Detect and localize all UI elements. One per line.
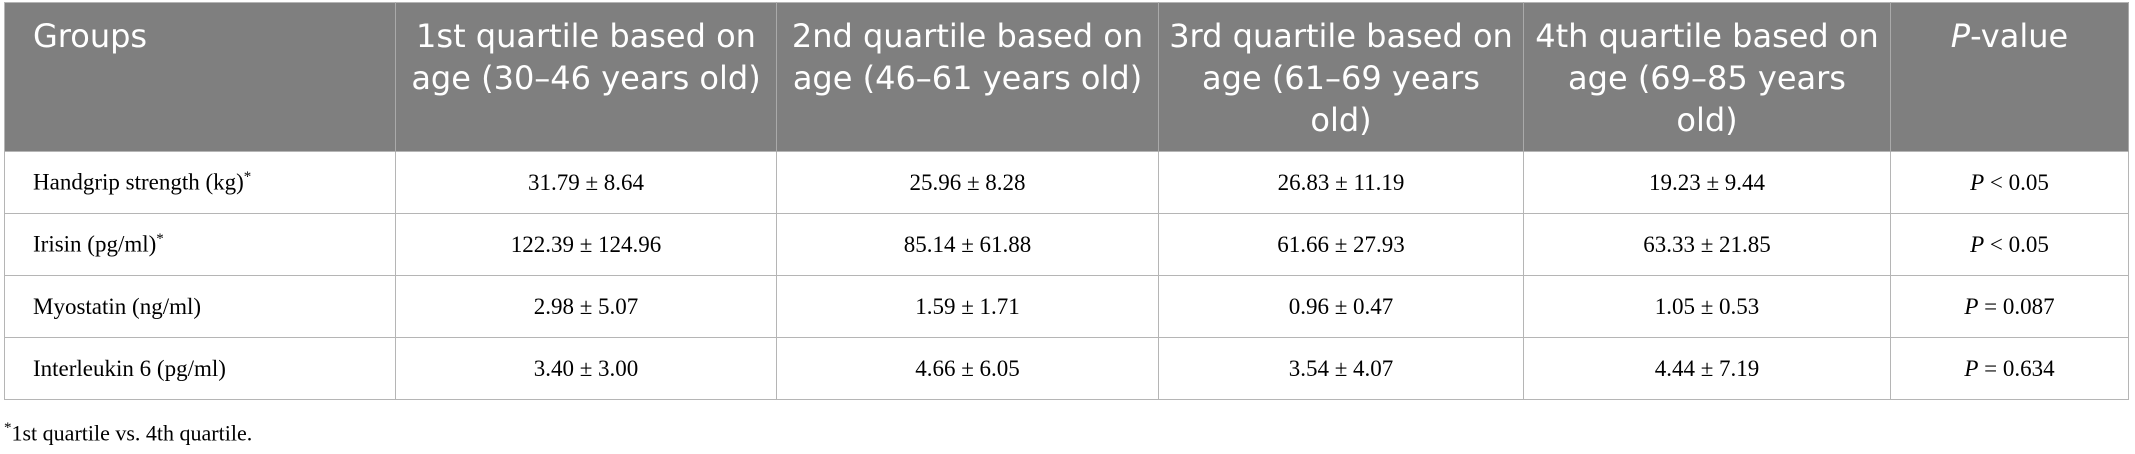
- table-cell: 19.23 ± 9.44: [1523, 151, 1891, 214]
- table-cell: 1.59 ± 1.71: [776, 275, 1159, 338]
- cell-text: = 0.634: [1978, 355, 2055, 381]
- table-cell: 4.66 ± 6.05: [776, 337, 1159, 400]
- table-cell: 4.44 ± 7.19: [1523, 337, 1891, 400]
- column-header: Groups: [4, 2, 396, 152]
- table-cell: 3.40 ± 3.00: [395, 337, 777, 400]
- row-label: Interleukin 6 (pg/ml): [33, 355, 226, 381]
- cell-text: -value: [1970, 17, 2069, 55]
- table-body: Handgrip strength (kg)* 31.79 ± 8.64 25.96…: [4, 151, 2129, 400]
- column-header: 1st quartile based on age (30–46 years o…: [395, 2, 777, 152]
- cell-text: < 0.05: [1984, 169, 2049, 195]
- table-cell: 26.83 ± 11.19: [1158, 151, 1524, 214]
- italic-symbol: P: [1964, 355, 1979, 381]
- table-cell: 61.66 ± 27.93: [1158, 213, 1524, 276]
- italic-symbol: P: [1970, 231, 1985, 257]
- row-label: Handgrip strength (kg): [33, 169, 244, 195]
- table-cell: Myostatin (ng/ml): [4, 275, 396, 338]
- table-cell: 31.79 ± 8.64: [395, 151, 777, 214]
- footnote-mark: *: [4, 420, 12, 436]
- table-row: Irisin (pg/ml)* 122.39 ± 124.96 85.14 ± 61…: [4, 213, 2129, 276]
- note-mark: *: [243, 169, 252, 186]
- italic-symbol: P: [1964, 293, 1979, 319]
- table-cell: 2.98 ± 5.07: [395, 275, 777, 338]
- table-row: Myostatin (ng/ml) 2.98 ± 5.07 1.59 ± 1.71 0…: [4, 275, 2129, 338]
- table-cell: 122.39 ± 124.96: [395, 213, 777, 276]
- table-cell: P = 0.087: [1890, 275, 2129, 338]
- cell-text: = 0.087: [1978, 293, 2055, 319]
- cell-text: < 0.05: [1984, 231, 2049, 257]
- note-mark: *: [156, 231, 164, 248]
- table-row: Handgrip strength (kg)* 31.79 ± 8.64 25.96…: [4, 151, 2129, 214]
- table-cell: 85.14 ± 61.88: [776, 213, 1159, 276]
- row-label: Irisin (pg/ml): [33, 231, 157, 257]
- table-cell: P < 0.05: [1890, 151, 2129, 214]
- table-cell: 1.05 ± 0.53: [1523, 275, 1891, 338]
- row-label: Myostatin (ng/ml): [33, 293, 202, 319]
- column-header: 4th quartile based on age (69–85 years o…: [1523, 2, 1891, 152]
- footnote-text: 1st quartile vs. 4th quartile.: [11, 420, 253, 446]
- table-row: Interleukin 6 (pg/ml) 3.40 ± 3.00 4.66 ± 6…: [4, 337, 2129, 400]
- table-cell: 25.96 ± 8.28: [776, 151, 1159, 214]
- column-header: 3rd quartile based on age (61–69 years o…: [1158, 2, 1524, 152]
- table-cell: 0.96 ± 0.47: [1158, 275, 1524, 338]
- table-cell: P < 0.05: [1890, 213, 2129, 276]
- table-cell: Handgrip strength (kg)*: [4, 151, 396, 214]
- table-cell: P = 0.634: [1890, 337, 2129, 400]
- italic-symbol: P: [1950, 17, 1971, 55]
- data-table: Groups 1st quartile based on age (30–46 y…: [4, 2, 2129, 400]
- header-row: Groups 1st quartile based on age (30–46 y…: [4, 2, 2129, 152]
- table-cell: 3.54 ± 4.07: [1158, 337, 1524, 400]
- italic-symbol: P: [1970, 169, 1985, 195]
- table-cell: Irisin (pg/ml)*: [4, 213, 396, 276]
- column-header: P-value: [1890, 2, 2129, 152]
- footnote: *1st quartile vs. 4th quartile.: [4, 420, 252, 446]
- table-cell: Interleukin 6 (pg/ml): [4, 337, 396, 400]
- column-header: 2nd quartile based on age (46–61 years o…: [776, 2, 1159, 152]
- table-cell: 63.33 ± 21.85: [1523, 213, 1891, 276]
